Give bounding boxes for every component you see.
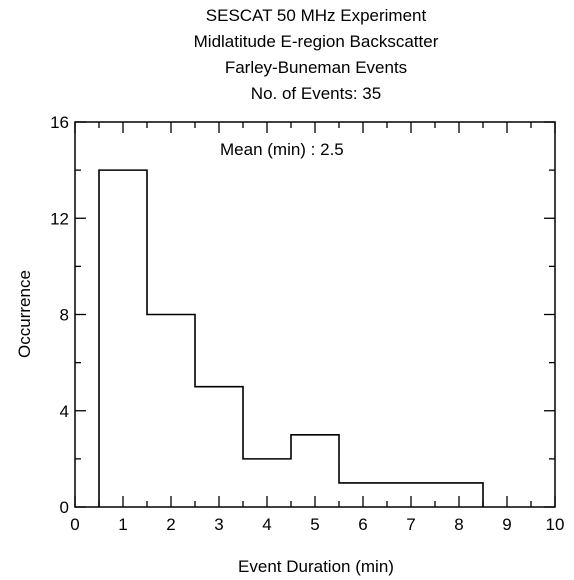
histogram-bar-2 [147,315,195,508]
chart-title: SESCAT 50 MHz Experiment Midlatitude E-r… [194,6,439,103]
x-tick-label: 10 [546,515,565,534]
x-tick-label: 6 [358,515,367,534]
x-tick-label: 4 [262,515,271,534]
y-tick-label: 12 [50,209,69,228]
x-tick-label: 7 [406,515,415,534]
y-tick-label: 16 [50,113,69,132]
x-tick-label: 1 [118,515,127,534]
y-tick-label: 4 [60,402,69,421]
y-tick-labels: 0 4 8 12 16 [50,113,69,517]
x-tick-label: 3 [214,515,223,534]
x-tick-label: 8 [454,515,463,534]
y-tick-label: 8 [60,306,69,325]
title-line-1: SESCAT 50 MHz Experiment [206,6,427,25]
histogram-outline [98,169,484,507]
x-axis-label: Event Duration (min) [238,557,394,576]
x-tick-label: 5 [310,515,319,534]
x-tick-label: 9 [502,515,511,534]
mean-annotation: Mean (min) : 2.5 [220,140,344,159]
histogram-bar-1 [99,170,147,507]
y-axis-label: Occurrence [15,270,34,358]
axis-ticks [74,121,556,508]
title-line-4: No. of Events: 35 [251,84,381,103]
title-line-3: Farley-Buneman Events [225,58,407,77]
y-tick-label: 0 [60,498,69,517]
histogram-bar-3 [195,387,243,507]
x-tick-labels: 0 1 2 3 4 5 6 7 8 9 10 [70,515,564,534]
x-tick-label: 2 [166,515,175,534]
title-line-2: Midlatitude E-region Backscatter [194,32,439,51]
x-tick-label: 0 [70,515,79,534]
